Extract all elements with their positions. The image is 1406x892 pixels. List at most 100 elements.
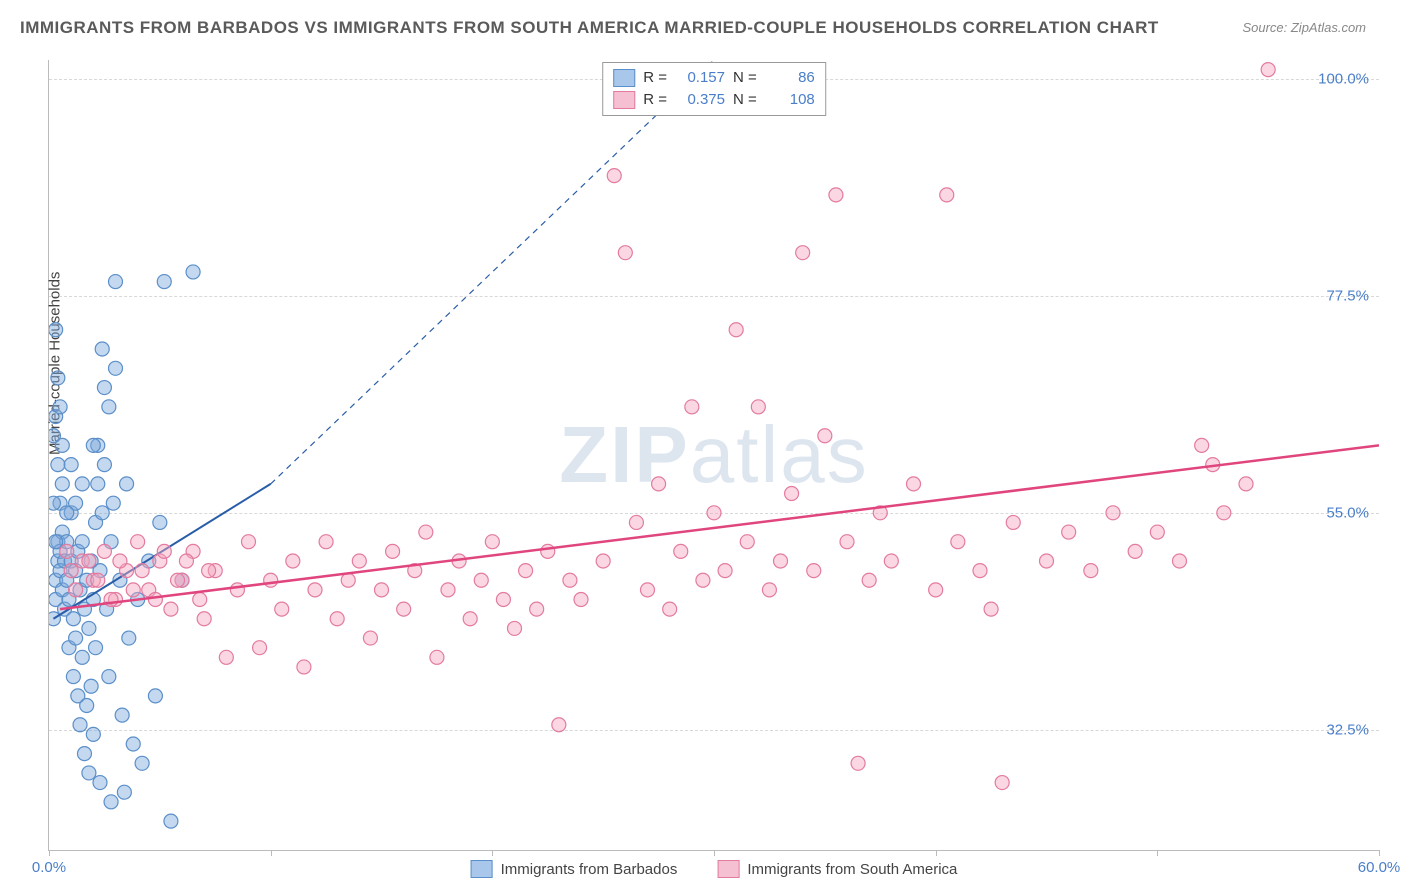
data-point-south-america [126, 583, 140, 597]
data-point-south-america [60, 544, 74, 558]
data-point-south-america [740, 535, 754, 549]
data-point-south-america [818, 429, 832, 443]
data-point-south-america [1062, 525, 1076, 539]
data-point-south-america [929, 583, 943, 597]
data-point-barbados [104, 795, 118, 809]
data-point-barbados [82, 766, 96, 780]
data-point-south-america [1217, 506, 1231, 520]
data-point-south-america [707, 506, 721, 520]
data-point-south-america [774, 554, 788, 568]
data-point-south-america [164, 602, 178, 616]
data-point-south-america [275, 602, 289, 616]
data-point-barbados [102, 400, 116, 414]
data-point-barbados [97, 458, 111, 472]
data-point-south-america [596, 554, 610, 568]
data-point-barbados [93, 776, 107, 790]
data-point-barbados [51, 458, 65, 472]
data-point-barbados [73, 718, 87, 732]
data-point-south-america [940, 188, 954, 202]
data-point-south-america [530, 602, 544, 616]
legend-stats-box: R = 0.157 N = 86 R = 0.375 N = 108 [602, 62, 826, 116]
r-label: R = [643, 67, 667, 89]
data-point-south-america [441, 583, 455, 597]
data-point-south-america [1150, 525, 1164, 539]
data-point-south-america [1239, 477, 1253, 491]
data-point-south-america [1173, 554, 1187, 568]
xtick [714, 850, 715, 856]
data-point-south-america [419, 525, 433, 539]
swatch-south-america-icon [717, 860, 739, 878]
data-point-south-america [219, 650, 233, 664]
data-point-south-america [253, 641, 267, 655]
data-point-south-america [430, 650, 444, 664]
swatch-barbados [613, 69, 635, 87]
data-point-south-america [751, 400, 765, 414]
data-point-south-america [341, 573, 355, 587]
data-point-south-america [286, 554, 300, 568]
data-point-barbados [164, 814, 178, 828]
data-point-barbados [49, 496, 60, 510]
data-point-south-america [113, 554, 127, 568]
data-point-south-america [729, 323, 743, 337]
legend-row-south-america: R = 0.375 N = 108 [613, 89, 815, 111]
data-point-barbados [126, 737, 140, 751]
data-point-south-america [563, 573, 577, 587]
xtick-label: 0.0% [32, 859, 66, 876]
data-point-barbados [109, 275, 123, 289]
data-point-south-america [1040, 554, 1054, 568]
data-point-south-america [1261, 63, 1275, 77]
data-point-south-america [973, 564, 987, 578]
xtick-label: 60.0% [1358, 859, 1401, 876]
data-point-barbados [53, 400, 67, 414]
data-point-south-america [375, 583, 389, 597]
data-point-south-america [618, 246, 632, 260]
data-point-south-america [951, 535, 965, 549]
data-point-south-america [519, 564, 533, 578]
data-point-barbados [86, 438, 100, 452]
trend-line-ext-barbados [271, 60, 714, 484]
source-label: Source: ZipAtlas.com [1242, 20, 1366, 35]
data-point-south-america [508, 621, 522, 635]
data-point-south-america [319, 535, 333, 549]
data-point-barbados [55, 477, 69, 491]
data-point-south-america [64, 564, 78, 578]
r-value-south-america: 0.375 [675, 89, 725, 111]
data-point-south-america [82, 554, 96, 568]
data-point-barbados [102, 670, 116, 684]
data-point-south-america [840, 535, 854, 549]
data-point-south-america [607, 169, 621, 183]
data-point-barbados [66, 612, 80, 626]
data-point-barbados [64, 458, 78, 472]
data-point-barbados [49, 323, 63, 337]
data-point-south-america [171, 573, 185, 587]
data-point-barbados [122, 631, 136, 645]
data-point-south-america [1128, 544, 1142, 558]
legend-item-barbados: Immigrants from Barbados [471, 860, 678, 878]
data-point-barbados [109, 361, 123, 375]
data-point-south-america [907, 477, 921, 491]
data-point-barbados [115, 708, 129, 722]
data-point-south-america [984, 602, 998, 616]
data-point-barbados [117, 785, 131, 799]
data-point-barbados [66, 670, 80, 684]
data-point-south-america [995, 776, 1009, 790]
data-point-barbados [148, 689, 162, 703]
data-point-barbados [120, 477, 134, 491]
data-point-south-america [397, 602, 411, 616]
data-point-south-america [574, 593, 588, 607]
data-point-south-america [1084, 564, 1098, 578]
data-point-barbados [75, 535, 89, 549]
data-point-south-america [264, 573, 278, 587]
swatch-south-america [613, 91, 635, 109]
data-point-barbados [153, 515, 167, 529]
swatch-barbados-icon [471, 860, 493, 878]
chart-title: IMMIGRANTS FROM BARBADOS VS IMMIGRANTS F… [20, 18, 1159, 38]
data-point-south-america [641, 583, 655, 597]
legend-label-south-america: Immigrants from South America [747, 861, 957, 878]
xtick [1379, 850, 1380, 856]
data-point-south-america [541, 544, 555, 558]
data-point-south-america [148, 593, 162, 607]
trend-line-south-america [60, 445, 1379, 609]
data-point-south-america [785, 487, 799, 501]
data-point-south-america [330, 612, 344, 626]
